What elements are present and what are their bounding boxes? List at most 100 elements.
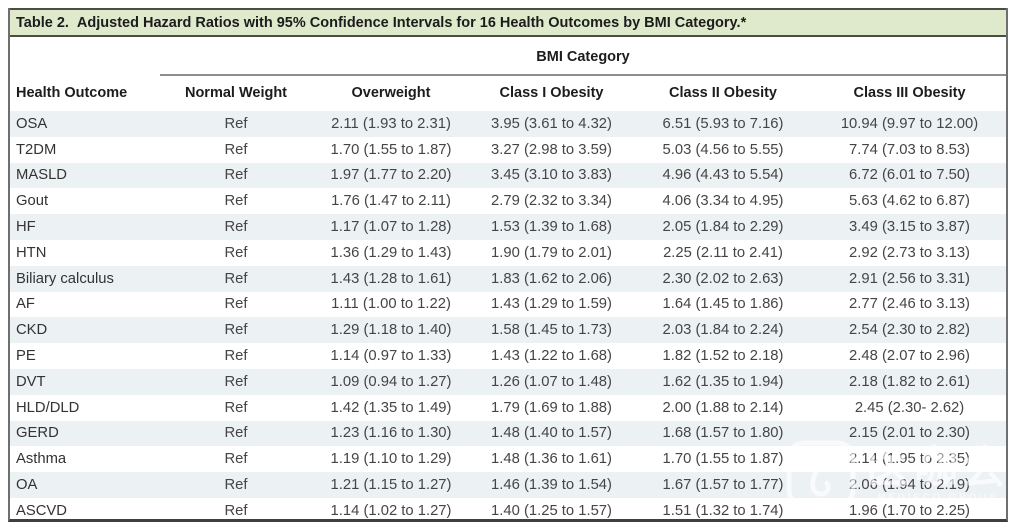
health-outcome-cell: HLD/DLD <box>16 399 80 416</box>
table-frame: Table 2. Adjusted Hazard Ratios with 95%… <box>8 8 1008 522</box>
table-row: MASLD Ref 1.97 (1.77 to 2.20) 3.45 (3.10… <box>10 162 1007 189</box>
hr-cell-class-i: 3.45 (3.10 to 3.83) <box>470 162 633 189</box>
hr-cell-class-i: 1.48 (1.40 to 1.57) <box>470 420 633 447</box>
group-header-spacer <box>10 37 160 75</box>
health-outcome-cell: MASLD <box>10 162 160 189</box>
hr-cell-class-ii: 1.67 (1.57 to 1.77) <box>633 472 813 498</box>
health-outcome-cell: DVT <box>10 368 160 395</box>
hr-cell-class-iii: 2.54 (2.30 to 2.82) <box>813 317 1007 344</box>
hr-cell-class-iii: 2.91 (2.56 to 3.31) <box>813 265 1007 292</box>
hr-cell-class-ii: 1.51 (1.32 to 1.74) <box>662 502 784 519</box>
table-number-label: Table 2. <box>16 14 69 31</box>
hr-cell-class-i: 1.26 (1.07 to 1.48) <box>470 368 633 395</box>
hr-cell-class-ii: 4.96 (4.43 to 5.54) <box>633 162 813 189</box>
hr-cell-class-ii: 1.68 (1.57 to 1.80) <box>633 420 813 447</box>
hr-cell-normal-weight: Ref <box>160 265 312 292</box>
hr-cell-normal-weight: Ref <box>160 111 312 137</box>
hr-cell-class-i: 3.95 (3.61 to 4.32) <box>470 111 633 137</box>
hr-cell-normal-weight: Ref <box>160 420 312 447</box>
hr-cell-class-i: 1.90 (1.79 to 2.01) <box>491 244 612 261</box>
hr-cell-class-ii: 5.03 (4.56 to 5.55) <box>662 141 784 158</box>
hr-cell-class-ii: 2.03 (1.84 to 2.24) <box>633 317 813 344</box>
hr-cell-normal-weight: Ref <box>224 193 248 210</box>
hr-cell-overweight: 1.11 (1.00 to 1.22) <box>331 296 451 313</box>
col-header-class-ii-obesity: Class II Obesity <box>669 85 777 101</box>
hr-cell-normal-weight: Ref <box>160 162 312 189</box>
table-title-bar: Table 2. Adjusted Hazard Ratios with 95%… <box>10 8 1006 37</box>
col-header-overweight: Overweight <box>351 85 431 101</box>
hr-cell-class-iii: 2.92 (2.73 to 3.13) <box>849 244 970 261</box>
hr-cell-normal-weight: Ref <box>224 348 248 365</box>
hr-cell-class-iii: 6.72 (6.01 to 7.50) <box>813 162 1007 189</box>
hr-cell-overweight: 1.23 (1.16 to 1.30) <box>312 420 470 447</box>
hr-cell-normal-weight: Ref <box>160 317 312 344</box>
hr-cell-class-ii: 1.64 (1.45 to 1.86) <box>662 296 784 313</box>
table-row: HTN Ref 1.36 (1.29 to 1.43) 1.90 (1.79 t… <box>10 240 1006 266</box>
hr-cell-class-i: 1.58 (1.45 to 1.73) <box>470 317 633 344</box>
table-row: OSA Ref 2.11 (1.93 to 2.31) 3.95 (3.61 t… <box>10 111 1007 137</box>
hr-cell-class-iii: 2.14 (1.95 to 2.35) <box>849 451 970 468</box>
hr-cell-class-ii: 2.30 (2.02 to 2.63) <box>633 265 813 292</box>
hr-cell-overweight: 1.21 (1.15 to 1.27) <box>312 472 470 498</box>
health-outcome-cell: HTN <box>16 244 47 261</box>
col-header-class-i-obesity: Class I Obesity <box>499 85 604 101</box>
hr-cell-class-i: 1.46 (1.39 to 1.54) <box>470 472 633 498</box>
table-row: Asthma Ref 1.19 (1.10 to 1.29) 1.48 (1.3… <box>10 446 1006 472</box>
health-outcome-cell: Asthma <box>16 451 67 468</box>
table-title: Adjusted Hazard Ratios with 95% Confiden… <box>76 14 747 31</box>
hr-cell-class-iii: 5.63 (4.62 to 6.87) <box>849 193 970 210</box>
health-outcome-cell: T2DM <box>16 141 57 158</box>
hazard-ratio-table: BMI Category Health Outcome Normal Weigh… <box>10 37 1007 524</box>
table-row: ASCVD Ref 1.14 (1.02 to 1.27) 1.40 (1.25… <box>10 498 1006 524</box>
hr-cell-overweight: 1.97 (1.77 to 2.20) <box>312 162 470 189</box>
table-row: OA Ref 1.21 (1.15 to 1.27) 1.46 (1.39 to… <box>10 472 1007 498</box>
table-row: HLD/DLD Ref 1.42 (1.35 to 1.49) 1.79 (1.… <box>10 395 1006 421</box>
hr-cell-normal-weight: Ref <box>224 451 248 468</box>
health-outcome-cell: Biliary calculus <box>10 265 160 292</box>
hr-cell-class-iii: 2.77 (2.46 to 3.13) <box>849 296 970 313</box>
table-row: Gout Ref 1.76 (1.47 to 2.11) 2.79 (2.32 … <box>10 188 1006 214</box>
hr-cell-class-i: 3.27 (2.98 to 3.59) <box>491 141 612 158</box>
hr-cell-class-i: 1.48 (1.36 to 1.61) <box>491 451 612 468</box>
hr-cell-overweight: 1.19 (1.10 to 1.29) <box>330 451 452 468</box>
table-row: T2DM Ref 1.70 (1.55 to 1.87) 3.27 (2.98 … <box>10 137 1006 163</box>
health-outcome-cell: CKD <box>10 317 160 344</box>
table-row: CKD Ref 1.29 (1.18 to 1.40) 1.58 (1.45 t… <box>10 317 1007 344</box>
hr-cell-normal-weight: Ref <box>224 296 248 313</box>
hr-cell-class-iii: 3.49 (3.15 to 3.87) <box>813 214 1007 240</box>
hr-cell-class-i: 1.43 (1.29 to 1.59) <box>491 296 612 313</box>
hr-cell-overweight: 2.11 (1.93 to 2.31) <box>312 111 470 137</box>
health-outcome-cell: OA <box>10 472 160 498</box>
hr-cell-class-iii: 2.15 (2.01 to 2.30) <box>813 420 1007 447</box>
hr-cell-class-i: 1.43 (1.22 to 1.68) <box>491 348 612 365</box>
hr-cell-class-iii: 7.74 (7.03 to 8.53) <box>849 141 970 158</box>
hr-cell-class-i: 2.79 (2.32 to 3.34) <box>491 193 612 210</box>
table-row: AF Ref 1.11 (1.00 to 1.22) 1.43 (1.29 to… <box>10 292 1006 318</box>
hr-cell-class-iii: 2.18 (1.82 to 2.61) <box>813 368 1007 395</box>
table-row: PE Ref 1.14 (0.97 to 1.33) 1.43 (1.22 to… <box>10 343 1006 369</box>
hr-cell-overweight: 1.36 (1.29 to 1.43) <box>330 244 452 261</box>
table-row: DVT Ref 1.09 (0.94 to 1.27) 1.26 (1.07 t… <box>10 368 1007 395</box>
health-outcome-cell: ASCVD <box>16 502 67 519</box>
health-outcome-cell: AF <box>16 296 35 313</box>
hr-cell-normal-weight: Ref <box>160 472 312 498</box>
hr-cell-class-ii: 4.06 (3.34 to 4.95) <box>662 193 784 210</box>
group-header-row: BMI Category <box>10 37 1007 76</box>
hr-cell-class-i: 1.79 (1.69 to 1.88) <box>491 399 612 416</box>
hr-cell-overweight: 1.42 (1.35 to 1.49) <box>330 399 452 416</box>
col-header-normal-weight: Normal Weight <box>184 85 288 101</box>
hr-cell-class-iii: 2.45 (2.30- 2.62) <box>854 399 965 416</box>
hr-cell-normal-weight: Ref <box>224 244 248 261</box>
hr-cell-overweight: 1.17 (1.07 to 1.28) <box>312 214 470 240</box>
col-header-class-iii-obesity: Class III Obesity <box>853 85 966 101</box>
hr-cell-normal-weight: Ref <box>224 141 248 158</box>
hr-cell-normal-weight: Ref <box>224 502 248 519</box>
hr-cell-class-iii: 10.94 (9.97 to 12.00) <box>813 111 1007 137</box>
health-outcome-cell: Gout <box>16 193 49 210</box>
hr-cell-class-iii: 2.06 (1.94 to 2.19) <box>813 472 1007 498</box>
hr-cell-class-ii: 2.05 (1.84 to 2.29) <box>633 214 813 240</box>
hr-cell-class-iii: 1.96 (1.70 to 2.25) <box>849 502 970 519</box>
table-row: Biliary calculus Ref 1.43 (1.28 to 1.61)… <box>10 265 1007 292</box>
hr-cell-normal-weight: Ref <box>224 399 248 416</box>
